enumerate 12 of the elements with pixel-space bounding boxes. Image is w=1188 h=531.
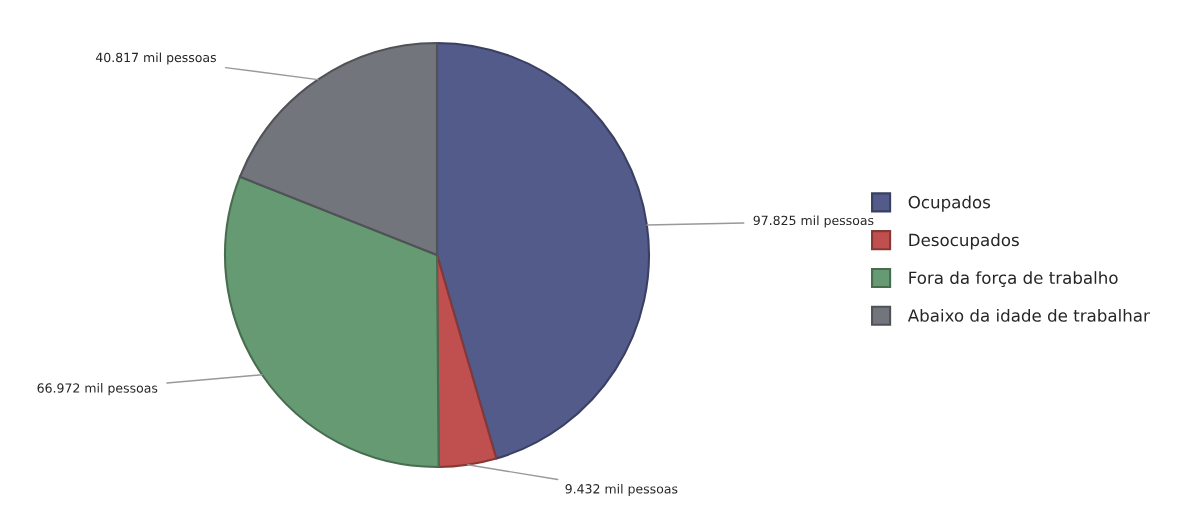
data-label: 97.825 mil pessoas (753, 215, 874, 228)
pie-slice (223, 175, 440, 469)
pie-slice (238, 41, 439, 257)
data-label: 9.432 mil pessoas (565, 483, 678, 496)
legend-label: Abaixo da idade de trabalhar (907, 308, 1150, 322)
legend-label: Fora da força de trabalho (909, 271, 1118, 288)
pie-slice (435, 253, 498, 469)
pie-slice (435, 41, 650, 460)
legend-label: Ocupados (908, 195, 991, 212)
legend-label: Desocupados (909, 233, 1019, 250)
data-label: 40.817 mil pessoas (95, 52, 216, 65)
data-label: 66.972 mil pessoas (37, 383, 158, 396)
